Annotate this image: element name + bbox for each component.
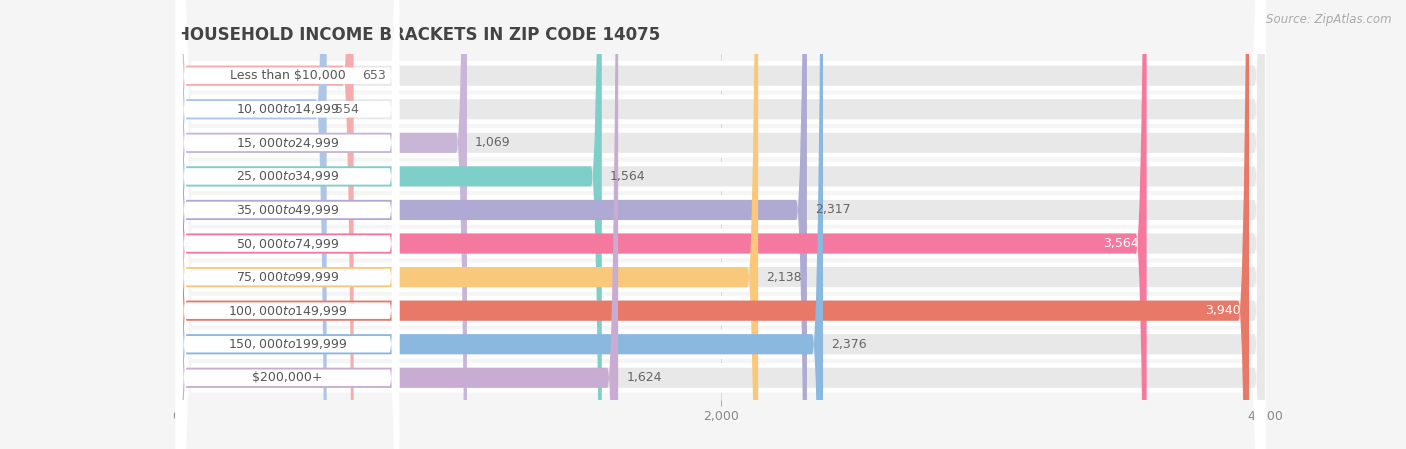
FancyBboxPatch shape xyxy=(176,0,1265,449)
Text: 1,624: 1,624 xyxy=(626,371,662,384)
Text: $100,000 to $149,999: $100,000 to $149,999 xyxy=(228,304,347,317)
FancyBboxPatch shape xyxy=(176,0,823,449)
FancyBboxPatch shape xyxy=(176,0,602,449)
FancyBboxPatch shape xyxy=(176,0,1265,449)
Text: Less than $10,000: Less than $10,000 xyxy=(229,69,346,82)
FancyBboxPatch shape xyxy=(176,0,619,449)
FancyBboxPatch shape xyxy=(176,0,1147,449)
FancyBboxPatch shape xyxy=(176,0,1265,449)
Text: $15,000 to $24,999: $15,000 to $24,999 xyxy=(236,136,339,150)
FancyBboxPatch shape xyxy=(176,0,326,449)
Text: 2,376: 2,376 xyxy=(831,338,868,351)
FancyBboxPatch shape xyxy=(176,0,1265,449)
Text: 653: 653 xyxy=(361,69,385,82)
FancyBboxPatch shape xyxy=(176,0,1265,449)
FancyBboxPatch shape xyxy=(176,0,399,449)
Text: $150,000 to $199,999: $150,000 to $199,999 xyxy=(228,337,347,351)
Text: $25,000 to $34,999: $25,000 to $34,999 xyxy=(236,169,339,183)
Text: $200,000+: $200,000+ xyxy=(252,371,323,384)
FancyBboxPatch shape xyxy=(176,0,1265,449)
FancyBboxPatch shape xyxy=(176,0,399,449)
FancyBboxPatch shape xyxy=(176,0,399,449)
FancyBboxPatch shape xyxy=(176,0,1249,449)
Text: $75,000 to $99,999: $75,000 to $99,999 xyxy=(236,270,339,284)
FancyBboxPatch shape xyxy=(176,0,1265,449)
Text: 3,564: 3,564 xyxy=(1102,237,1139,250)
Text: $50,000 to $74,999: $50,000 to $74,999 xyxy=(236,237,339,251)
Text: 2,138: 2,138 xyxy=(766,271,801,284)
Text: 2,317: 2,317 xyxy=(815,203,851,216)
FancyBboxPatch shape xyxy=(176,0,1265,449)
FancyBboxPatch shape xyxy=(176,0,758,449)
FancyBboxPatch shape xyxy=(176,0,399,449)
FancyBboxPatch shape xyxy=(176,0,399,449)
FancyBboxPatch shape xyxy=(176,0,1265,449)
FancyBboxPatch shape xyxy=(176,0,1265,449)
Text: $35,000 to $49,999: $35,000 to $49,999 xyxy=(236,203,339,217)
FancyBboxPatch shape xyxy=(176,0,1265,449)
FancyBboxPatch shape xyxy=(176,0,1265,449)
FancyBboxPatch shape xyxy=(176,0,399,449)
FancyBboxPatch shape xyxy=(176,0,1265,449)
FancyBboxPatch shape xyxy=(176,0,399,449)
FancyBboxPatch shape xyxy=(176,0,1265,449)
Text: 554: 554 xyxy=(335,103,359,116)
FancyBboxPatch shape xyxy=(176,0,807,449)
Text: Source: ZipAtlas.com: Source: ZipAtlas.com xyxy=(1267,13,1392,26)
FancyBboxPatch shape xyxy=(176,0,1265,449)
FancyBboxPatch shape xyxy=(176,0,1265,449)
Text: 1,069: 1,069 xyxy=(475,136,510,150)
Text: HOUSEHOLD INCOME BRACKETS IN ZIP CODE 14075: HOUSEHOLD INCOME BRACKETS IN ZIP CODE 14… xyxy=(176,26,659,44)
Text: 3,940: 3,940 xyxy=(1205,304,1241,317)
FancyBboxPatch shape xyxy=(176,0,1265,449)
FancyBboxPatch shape xyxy=(176,0,399,449)
Text: 1,564: 1,564 xyxy=(610,170,645,183)
FancyBboxPatch shape xyxy=(176,0,354,449)
FancyBboxPatch shape xyxy=(176,0,1265,449)
FancyBboxPatch shape xyxy=(176,0,1265,449)
FancyBboxPatch shape xyxy=(176,0,399,449)
FancyBboxPatch shape xyxy=(176,0,399,449)
FancyBboxPatch shape xyxy=(176,0,1265,449)
Text: $10,000 to $14,999: $10,000 to $14,999 xyxy=(236,102,339,116)
FancyBboxPatch shape xyxy=(176,0,467,449)
